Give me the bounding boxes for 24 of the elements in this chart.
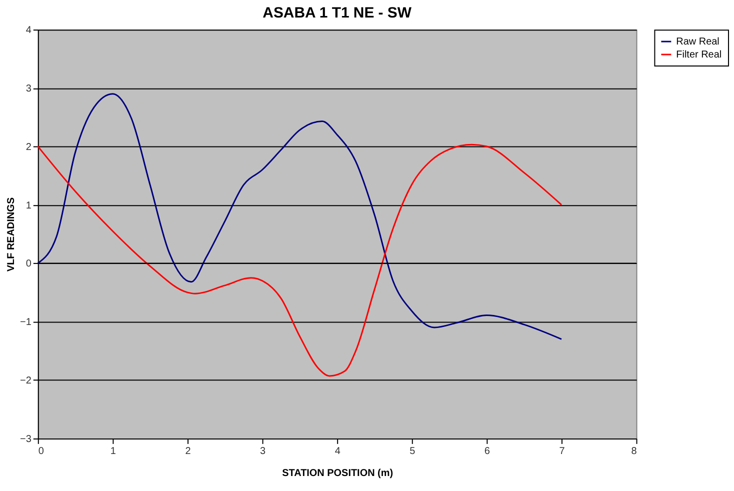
- y-tick-label: 3: [26, 83, 32, 94]
- y-axis-title: VLF READINGS: [6, 197, 18, 272]
- y-tick-label: 4: [26, 25, 32, 36]
- x-tick-label: 4: [334, 446, 341, 457]
- x-tick-label: 2: [185, 446, 192, 457]
- line-series: [37, 93, 562, 340]
- x-tick-label: 8: [631, 446, 638, 457]
- x-axis-title: STATION POSITION (m): [282, 468, 394, 479]
- x-tick-label: 7: [559, 446, 566, 457]
- chart-title: ASABA 1 T1 NE - SW: [262, 4, 412, 22]
- line-series: [37, 144, 562, 377]
- x-tick-label: 5: [410, 446, 416, 457]
- x-tick-label: 1: [110, 446, 116, 457]
- y-tick-label: 1: [26, 200, 32, 212]
- x-tick-label: 0: [38, 446, 44, 457]
- legend-label: Filter Real: [676, 50, 722, 60]
- y-tick-label: −1: [20, 317, 32, 328]
- x-tick-label: 6: [484, 446, 490, 457]
- y-tick-label: 2: [26, 142, 32, 153]
- y-tick-label: −3: [20, 434, 32, 445]
- legend-label: Raw Real: [676, 36, 720, 48]
- y-tick-label: 0: [26, 258, 32, 270]
- x-tick-label: 3: [260, 446, 266, 457]
- y-tick-label: −2: [20, 376, 32, 387]
